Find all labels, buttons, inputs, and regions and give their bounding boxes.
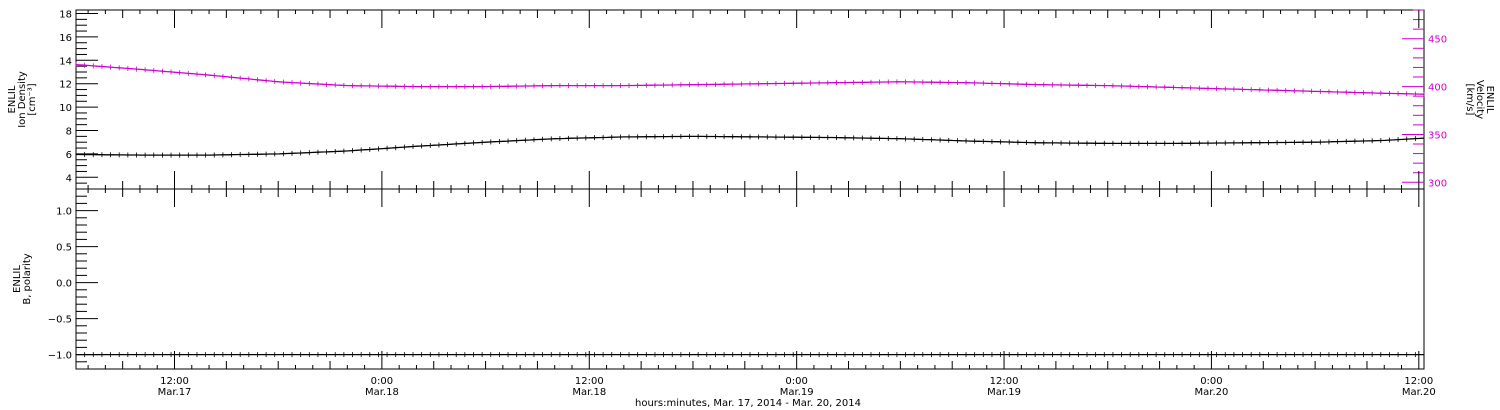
time-axis: 12:00Mar.170:00Mar.1812:00Mar.180:00Mar.… (158, 376, 1436, 398)
date-tick-label: Mar.19 (987, 387, 1021, 398)
top-panel-frame (75, 9, 1425, 190)
velocity-axis-title-line: Velocity (1474, 80, 1485, 119)
density-tick-label: 8 (66, 127, 72, 138)
velocity-tick-label: 450 (1428, 35, 1447, 46)
polarity-tick-label: −0.5 (48, 315, 72, 326)
time-tick-label: 12:00 (990, 376, 1019, 387)
velocity-axis-title-line: [km/s] (1464, 84, 1475, 116)
velocity-tick-label: 300 (1428, 178, 1447, 189)
polarity-axis-title-line: B, polarity (22, 253, 33, 304)
polarity-axis-title: ENLIL B, polarity (12, 253, 33, 304)
polarity-axis-title-line: ENLIL (12, 265, 23, 293)
date-tick-label: Mar.17 (158, 387, 192, 398)
polarity-tick-label: 1.0 (56, 207, 72, 218)
velocity-tick-label: 400 (1428, 83, 1447, 94)
date-tick-label: Mar.18 (572, 387, 606, 398)
polarity-tick-label: 0.0 (56, 279, 72, 290)
polarity-tick-label: −1.0 (48, 351, 72, 362)
time-tick-label: 0:00 (371, 376, 393, 387)
density-axis-title-line: Ion Density (17, 71, 28, 128)
density-axis-title-line: ENLIL (7, 85, 18, 113)
polarity-panel: −1.0 −0.5 0.0 0.5 1.0 ENLIL B, polarity (12, 188, 1425, 370)
time-tick-label: 0:00 (1200, 376, 1222, 387)
density-tick-label: 16 (59, 33, 72, 44)
density-tick-label: 14 (59, 56, 72, 67)
density-tick-label: 10 (59, 103, 72, 114)
velocity-tick-label: 350 (1428, 130, 1447, 141)
bottom-panel-frame (75, 188, 1425, 370)
time-tick-label: 12:00 (1404, 376, 1433, 387)
time-tick-label: 0:00 (785, 376, 807, 387)
density-tick-label: 12 (59, 80, 72, 91)
velocity-line (75, 63, 1425, 95)
date-tick-label: Mar.19 (780, 387, 814, 398)
date-tick-label: Mar.20 (1402, 387, 1436, 398)
x-axis-title: hours:minutes, Mar. 17, 2014 - Mar. 20, … (635, 398, 861, 409)
date-tick-label: Mar.20 (1195, 387, 1229, 398)
density-tick-label: 6 (66, 150, 72, 161)
density-axis-title-line: [cm⁻³] (27, 83, 38, 115)
density-tick-label: 4 (66, 173, 72, 184)
velocity-axis-title-line: ENLIL (1484, 86, 1495, 114)
polarity-tick-label: 0.5 (56, 243, 72, 254)
density-axis-title: ENLIL Ion Density [cm⁻³] (7, 71, 38, 128)
date-tick-label: Mar.18 (365, 387, 399, 398)
time-tick-label: 12:00 (160, 376, 189, 387)
density-tick-label: 18 (59, 10, 72, 21)
time-tick-label: 12:00 (575, 376, 604, 387)
